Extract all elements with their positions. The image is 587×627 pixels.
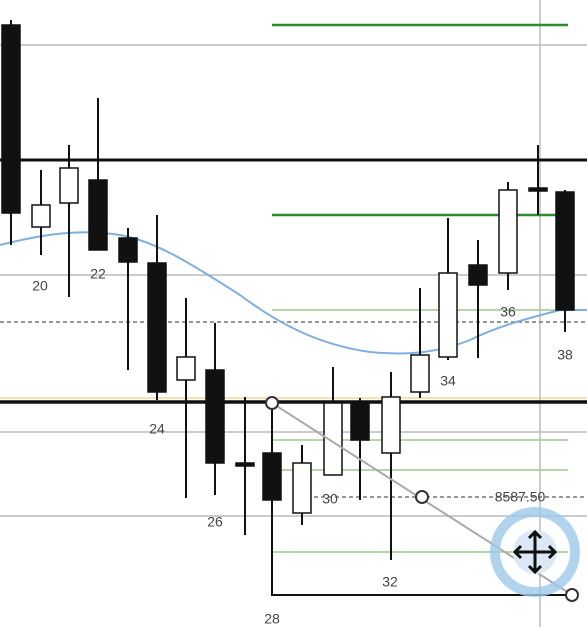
bar-label: 34 [440, 373, 456, 389]
bar-label: 26 [207, 514, 223, 530]
candle-body [235, 462, 255, 467]
dashed-lines [0, 321, 587, 498]
candle-body [410, 354, 430, 393]
candle-body [381, 396, 401, 454]
candle-body [323, 402, 343, 476]
green-levels [272, 23, 568, 217]
candle-body [88, 179, 108, 251]
candle-body [555, 191, 575, 311]
move-handle[interactable] [490, 507, 580, 597]
candle-body [498, 189, 518, 274]
bar-label: 36 [500, 304, 516, 320]
candle-body [118, 237, 138, 263]
candle-body [350, 402, 370, 441]
candle-body [176, 356, 196, 381]
candle-body [528, 187, 548, 192]
candle-body [1, 24, 21, 214]
bar-label: 32 [382, 574, 398, 590]
candle-body [468, 264, 488, 286]
bar-label: 38 [557, 347, 573, 363]
bar-label: 30 [322, 491, 338, 507]
candle-body [205, 369, 225, 464]
candle-body [438, 272, 458, 358]
candle-body [147, 262, 167, 393]
price-label: 8587.50 [495, 489, 546, 505]
candle-body [31, 204, 51, 228]
bar-label: 24 [149, 421, 165, 437]
tool-handles[interactable] [265, 396, 579, 602]
bar-label: 22 [90, 266, 106, 282]
bar-label: 28 [264, 611, 280, 627]
bar-labels: 20 22 24 26 28 30 32 34 36 38 [32, 266, 573, 627]
candle-body [292, 462, 312, 514]
measure-bracket [271, 403, 572, 596]
bar-label: 20 [32, 278, 48, 294]
candles [1, 20, 575, 560]
candle-body [59, 167, 79, 204]
